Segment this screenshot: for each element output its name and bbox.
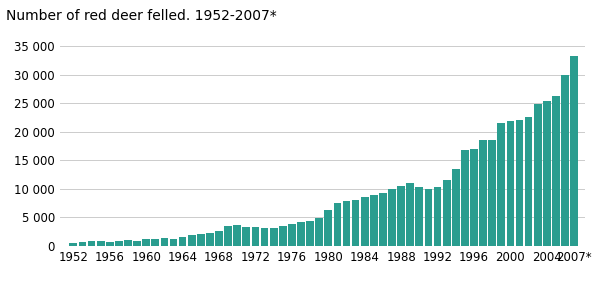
Bar: [306, 221, 314, 246]
Bar: [124, 240, 132, 246]
Bar: [488, 140, 496, 246]
Bar: [197, 234, 205, 246]
Bar: [570, 56, 578, 246]
Bar: [242, 227, 250, 246]
Bar: [233, 225, 241, 246]
Bar: [188, 235, 196, 246]
Bar: [479, 140, 487, 246]
Bar: [352, 200, 359, 246]
Bar: [170, 239, 177, 246]
Bar: [561, 75, 569, 246]
Bar: [142, 239, 150, 246]
Bar: [97, 241, 104, 246]
Bar: [215, 231, 223, 246]
Bar: [543, 101, 550, 246]
Bar: [370, 195, 378, 246]
Bar: [470, 149, 478, 246]
Bar: [525, 117, 533, 246]
Bar: [343, 201, 350, 246]
Bar: [288, 224, 296, 246]
Bar: [297, 222, 305, 246]
Bar: [324, 210, 332, 246]
Bar: [433, 187, 441, 246]
Bar: [334, 203, 341, 246]
Bar: [179, 237, 186, 246]
Bar: [279, 226, 287, 246]
Bar: [424, 189, 432, 246]
Bar: [497, 123, 505, 246]
Bar: [516, 120, 524, 246]
Bar: [361, 197, 368, 246]
Bar: [206, 233, 214, 246]
Bar: [388, 189, 396, 246]
Bar: [270, 228, 278, 246]
Bar: [315, 218, 323, 246]
Bar: [133, 240, 141, 246]
Bar: [161, 238, 168, 246]
Bar: [452, 169, 460, 246]
Bar: [461, 150, 469, 246]
Bar: [443, 180, 451, 246]
Bar: [261, 228, 269, 246]
Bar: [534, 104, 541, 246]
Bar: [106, 242, 113, 246]
Bar: [88, 240, 96, 246]
Bar: [224, 226, 232, 246]
Bar: [115, 240, 123, 246]
Bar: [416, 187, 423, 246]
Bar: [407, 183, 414, 246]
Bar: [251, 227, 259, 246]
Bar: [379, 193, 387, 246]
Bar: [397, 186, 405, 246]
Bar: [79, 242, 87, 246]
Bar: [152, 239, 159, 246]
Bar: [552, 96, 560, 246]
Bar: [506, 121, 514, 246]
Bar: [69, 243, 77, 246]
Text: Number of red deer felled. 1952-2007*: Number of red deer felled. 1952-2007*: [6, 9, 277, 23]
